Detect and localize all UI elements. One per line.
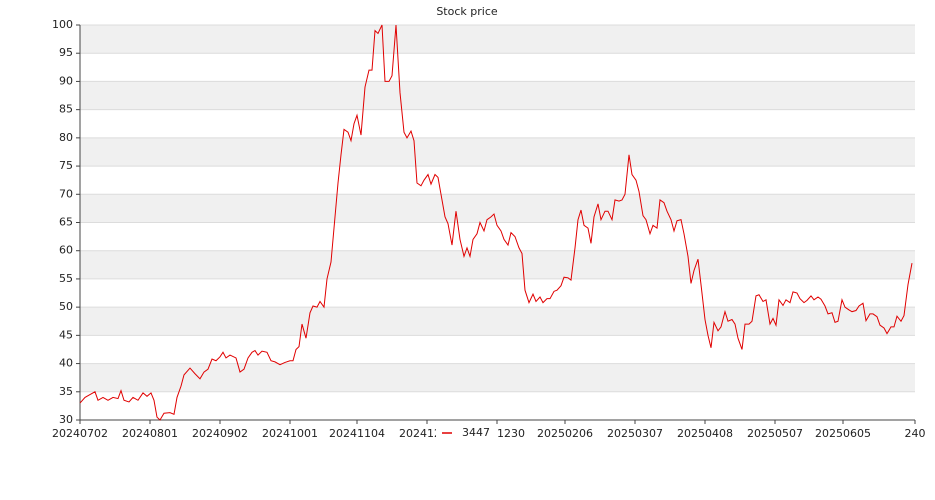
x-tick-label: 20250507 — [747, 427, 803, 440]
y-tick-label: 70 — [59, 187, 73, 200]
legend-label: 3447 — [462, 426, 490, 439]
y-tick-label: 75 — [59, 159, 73, 172]
legend-box — [436, 425, 498, 441]
grid-band — [80, 137, 915, 167]
x-tick-label: 20250206 — [537, 427, 593, 440]
y-tick-label: 100 — [52, 18, 73, 31]
y-tick-label: 35 — [59, 385, 73, 398]
x-tick-label: 20250408 — [677, 427, 733, 440]
x-tick-label: 20250605 — [815, 427, 871, 440]
grid-band — [80, 194, 915, 223]
y-tick-label: 55 — [59, 272, 73, 285]
x-tick-label: 240 — [905, 427, 926, 440]
grid-band — [80, 250, 915, 279]
y-tick-label: 90 — [59, 74, 73, 87]
x-tick-label: 20240801 — [122, 427, 178, 440]
grid-band — [80, 307, 915, 336]
x-tick-label: 20240902 — [192, 427, 248, 440]
y-tick-label: 95 — [59, 46, 73, 59]
grid-band — [80, 25, 915, 54]
y-tick-label: 65 — [59, 216, 73, 229]
y-tick-label: 50 — [59, 300, 73, 313]
x-tick-label: 20241104 — [329, 427, 385, 440]
x-tick-label: 20250307 — [607, 427, 663, 440]
y-tick-label: 45 — [59, 328, 73, 341]
chart-title: Stock price — [436, 5, 498, 18]
y-tick-label: 30 — [59, 413, 73, 426]
series-line — [79, 24, 913, 421]
grid-band — [80, 363, 915, 392]
y-tick-label: 85 — [59, 103, 73, 116]
grid-band — [80, 81, 915, 110]
y-tick-label: 60 — [59, 244, 73, 257]
y-tick-label: 80 — [59, 131, 73, 144]
y-tick-label: 40 — [59, 357, 73, 370]
x-tick-label: 20240702 — [52, 427, 108, 440]
x-tick-label: 20241001 — [262, 427, 318, 440]
